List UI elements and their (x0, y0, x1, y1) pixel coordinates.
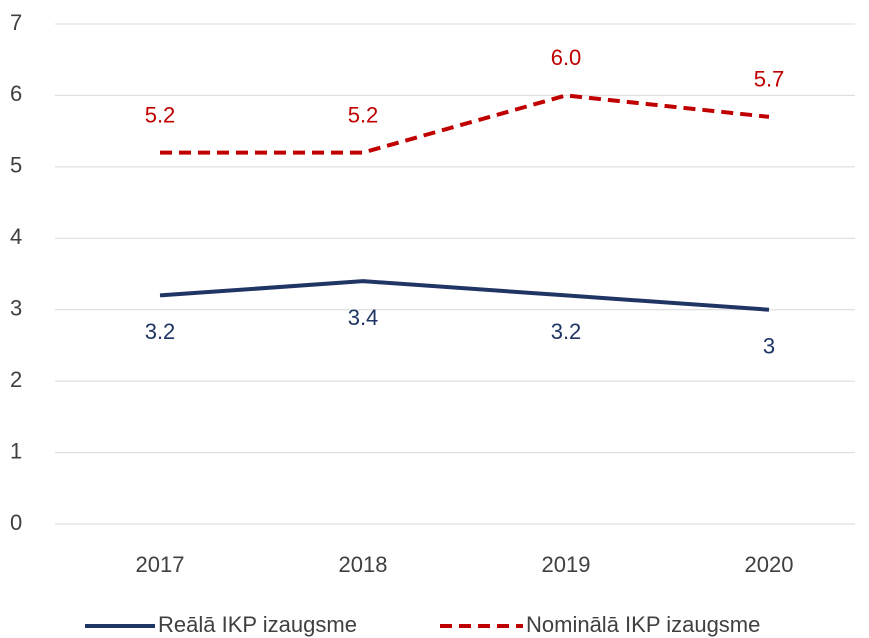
x-tick-label: 2019 (542, 552, 591, 577)
x-tick-label: 2020 (745, 552, 794, 577)
y-tick-label: 7 (10, 10, 22, 35)
data-label: 3 (763, 334, 775, 359)
data-label: 3.4 (348, 305, 379, 330)
x-tick-label: 2018 (339, 552, 388, 577)
y-tick-label: 5 (10, 153, 22, 178)
data-label: 5.2 (348, 102, 379, 127)
y-tick-label: 6 (10, 81, 22, 106)
y-tick-label: 1 (10, 438, 22, 463)
data-label: 3.2 (145, 319, 176, 344)
x-tick-label: 2017 (136, 552, 185, 577)
series-line (160, 93, 770, 155)
data-label: 5.2 (145, 102, 176, 127)
legend-label: Nominālā IKP izaugsme (526, 612, 760, 637)
y-tick-label: 3 (10, 296, 22, 321)
data-label: 3.2 (551, 319, 582, 344)
y-tick-label: 2 (10, 367, 22, 392)
legend-label: Reālā IKP izaugsme (158, 612, 357, 637)
y-tick-label: 4 (10, 224, 22, 249)
data-label: 6.0 (551, 45, 582, 70)
data-label: 5.7 (754, 67, 785, 92)
series-line (159, 279, 770, 312)
y-tick-label: 0 (10, 510, 22, 535)
